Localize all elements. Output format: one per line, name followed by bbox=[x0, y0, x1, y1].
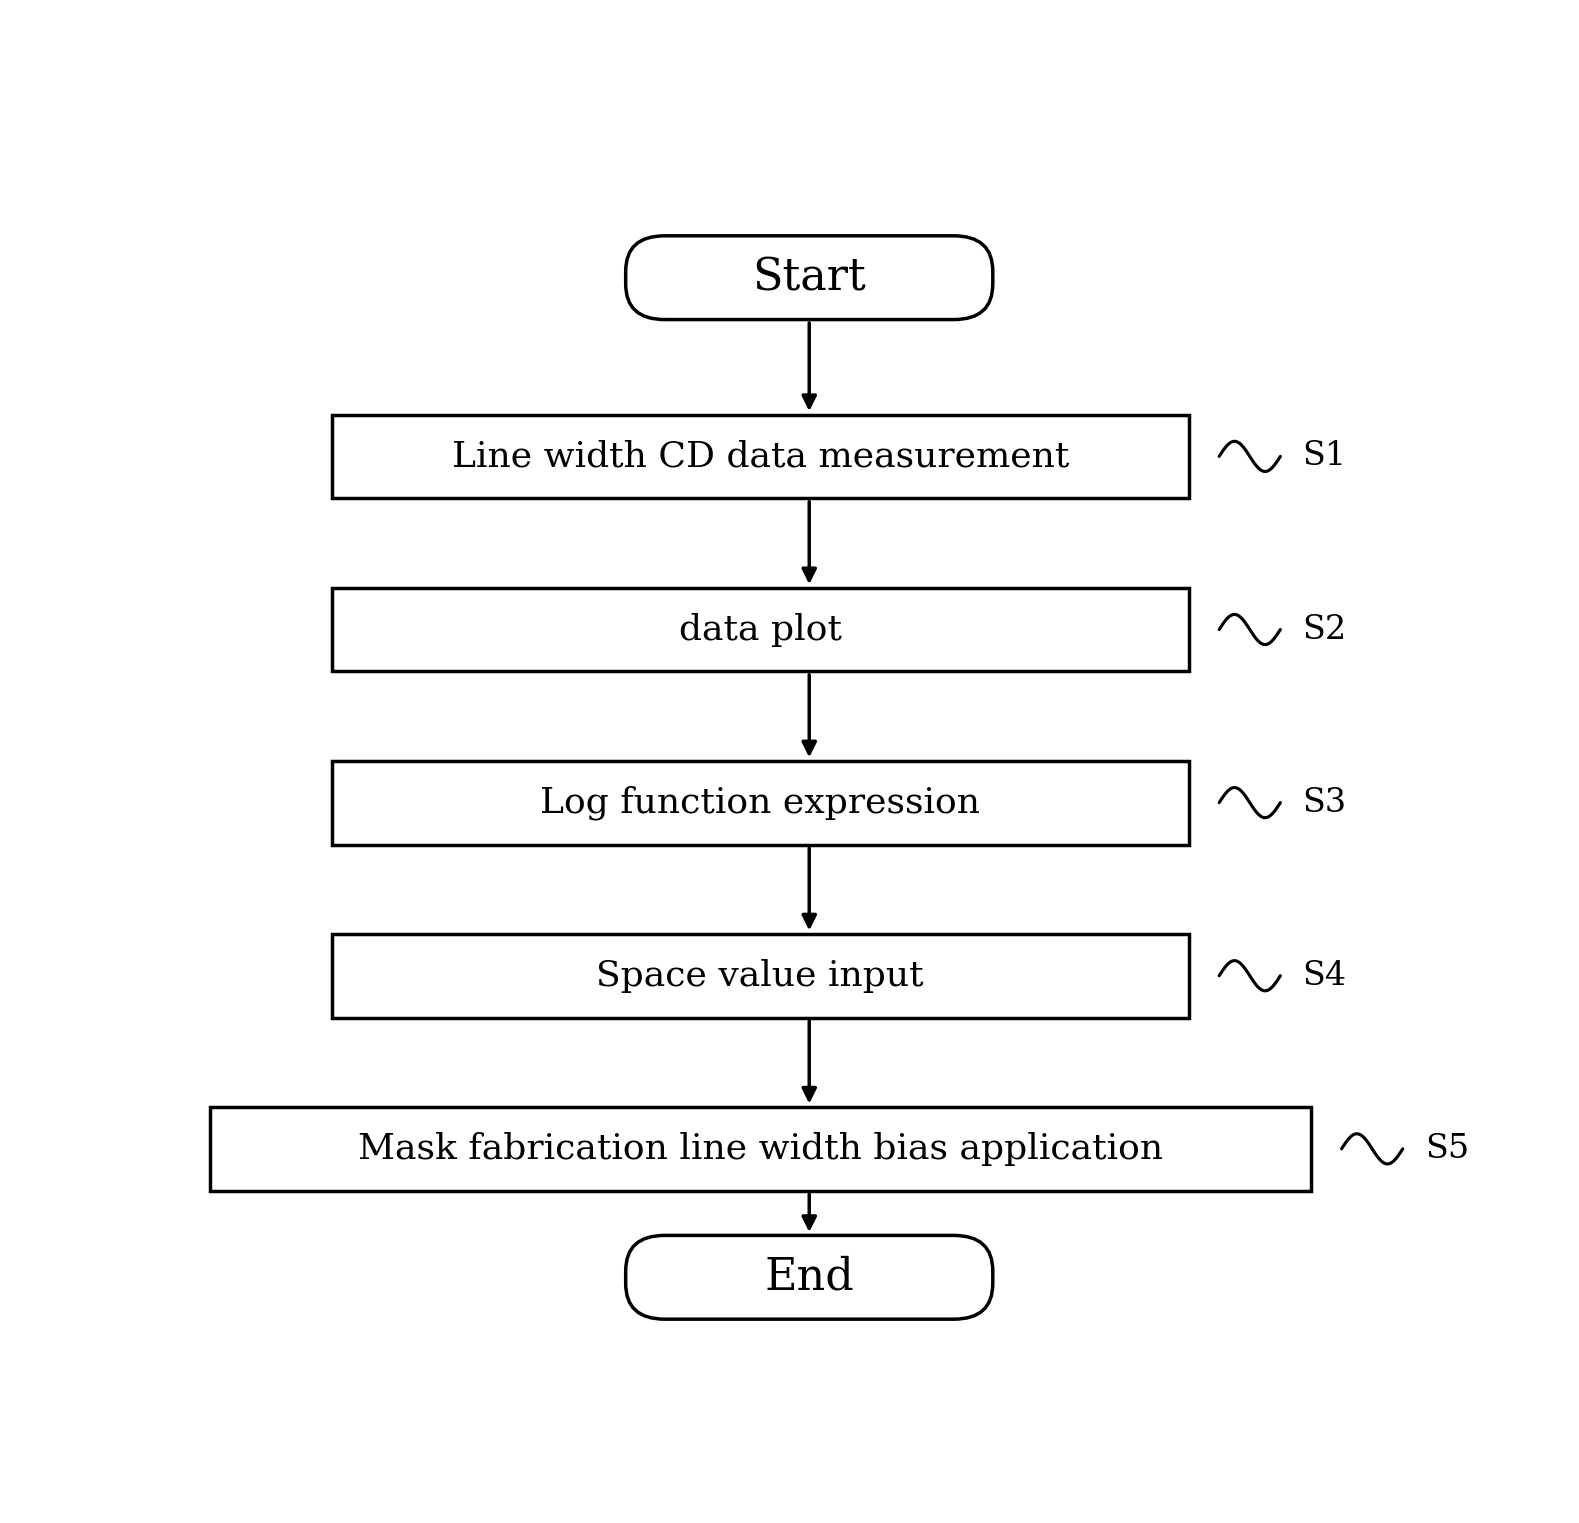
Text: S2: S2 bbox=[1303, 614, 1347, 646]
Text: S3: S3 bbox=[1303, 786, 1347, 819]
Text: Start: Start bbox=[752, 256, 867, 300]
Text: Line width CD data measurement: Line width CD data measurement bbox=[452, 440, 1069, 474]
Text: S4: S4 bbox=[1303, 959, 1347, 991]
FancyBboxPatch shape bbox=[625, 236, 993, 320]
Text: data plot: data plot bbox=[679, 612, 842, 646]
Bar bbox=[332, 588, 1189, 672]
FancyBboxPatch shape bbox=[625, 1235, 993, 1319]
Bar bbox=[332, 414, 1189, 498]
Text: End: End bbox=[764, 1255, 854, 1299]
Text: S5: S5 bbox=[1424, 1133, 1468, 1165]
Bar bbox=[332, 934, 1189, 1017]
Bar bbox=[210, 1107, 1311, 1191]
Bar bbox=[332, 762, 1189, 844]
Text: Log function expression: Log function expression bbox=[540, 786, 981, 819]
Text: S1: S1 bbox=[1303, 440, 1347, 472]
Text: Space value input: Space value input bbox=[597, 959, 924, 993]
Text: Mask fabrication line width bias application: Mask fabrication line width bias applica… bbox=[358, 1132, 1162, 1165]
